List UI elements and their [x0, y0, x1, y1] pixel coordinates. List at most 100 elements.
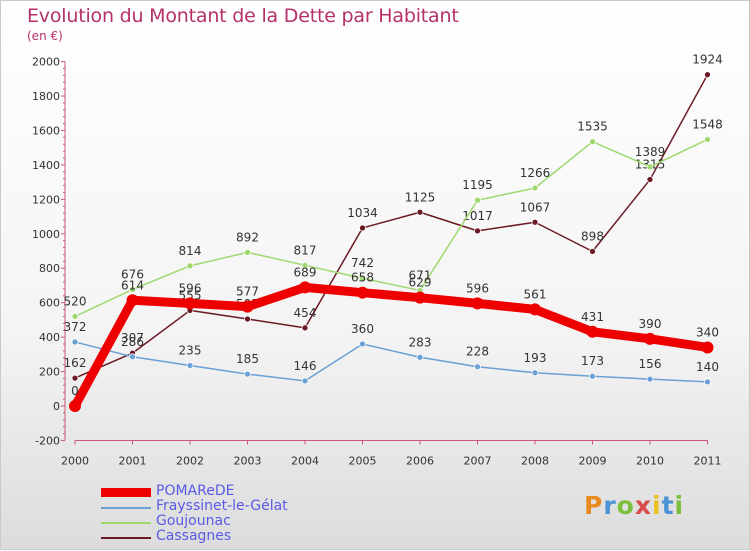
y-tick-label: 1400: [32, 159, 60, 172]
data-label: 1195: [462, 178, 493, 192]
data-point: [531, 184, 539, 192]
data-point: [299, 281, 311, 294]
data-point: [126, 294, 139, 307]
y-tick-label: 400: [39, 331, 60, 344]
data-label: 390: [639, 317, 662, 331]
data-label: 1125: [405, 190, 436, 204]
legend-label: Goujounac: [156, 513, 231, 529]
data-label: 814: [179, 244, 202, 258]
data-label: 235: [179, 344, 202, 358]
logo-letter: o: [616, 491, 635, 520]
data-point: [586, 325, 599, 338]
data-point: [186, 362, 194, 369]
data-point: [71, 374, 79, 382]
data-point: [359, 274, 366, 282]
data-label: 1548: [692, 117, 723, 131]
data-label: 1535: [577, 120, 608, 134]
data-label: 1924: [692, 53, 723, 67]
y-tick-label: 600: [39, 297, 60, 310]
data-label: 1067: [520, 200, 551, 214]
data-label: 340: [696, 325, 719, 339]
data-point: [301, 324, 309, 332]
data-label: 173: [581, 354, 604, 368]
data-point: [186, 262, 194, 270]
data-label: 561: [524, 287, 547, 301]
data-point: [414, 291, 426, 304]
data-label: 614: [121, 278, 144, 292]
x-tick-label: 2008: [521, 454, 549, 467]
data-label: 193: [524, 351, 547, 365]
data-point: [589, 138, 596, 146]
data-label: 658: [351, 271, 374, 285]
x-tick-label: 2011: [694, 454, 722, 467]
data-label: 671: [409, 268, 432, 282]
x-tick-label: 2007: [464, 454, 492, 467]
logo-letter: P: [584, 491, 604, 520]
data-label: 689: [294, 265, 317, 279]
data-label: 1034: [347, 206, 378, 220]
logo-letter: i: [652, 491, 662, 520]
data-label: 1266: [520, 166, 551, 180]
data-point: [531, 369, 539, 377]
data-label: 146: [294, 359, 317, 373]
data-point: [69, 400, 81, 412]
legend-swatch: [101, 522, 151, 524]
data-point: [184, 297, 196, 310]
data-point: [529, 303, 541, 316]
data-point: [71, 313, 79, 320]
data-point: [301, 377, 309, 385]
logo-letter: i: [674, 491, 685, 520]
data-label: 372: [64, 320, 87, 334]
data-point: [71, 338, 79, 346]
data-point: [704, 378, 711, 386]
y-tick-label: 1600: [32, 124, 60, 137]
data-point: [301, 261, 309, 269]
data-point: [589, 248, 596, 255]
x-tick-label: 2004: [291, 454, 319, 467]
data-label: 0: [71, 384, 79, 398]
x-tick-label: 2005: [349, 454, 377, 467]
data-point: [244, 315, 251, 323]
x-tick-label: 2001: [119, 454, 147, 467]
data-label: 577: [236, 285, 259, 299]
legend-swatch: [101, 488, 151, 497]
x-tick-label: 2010: [636, 454, 664, 467]
data-label: 892: [236, 230, 259, 244]
logo-letter: t: [661, 491, 675, 520]
legend-label: Frayssinet-le-Gélat: [156, 498, 288, 514]
data-point: [474, 363, 481, 371]
data-label: 454: [294, 306, 317, 320]
data-label: 596: [466, 281, 489, 295]
data-label: 360: [351, 322, 374, 336]
y-tick-label: -200: [35, 434, 60, 447]
data-label: 286: [121, 335, 144, 349]
data-label: 228: [466, 345, 489, 359]
data-point: [244, 370, 251, 378]
y-tick-label: 1800: [32, 90, 60, 103]
data-point: [531, 218, 539, 226]
x-tick-label: 2006: [406, 454, 434, 467]
data-point: [129, 286, 136, 293]
data-label: 185: [236, 352, 259, 366]
data-label: 676: [121, 268, 144, 282]
data-label: 431: [581, 310, 604, 324]
y-tick-label: 200: [39, 366, 60, 379]
series-line: [74, 73, 709, 379]
data-label: 629: [409, 276, 432, 290]
data-point: [474, 227, 481, 235]
data-point: [646, 176, 654, 183]
x-tick-label: 2009: [579, 454, 607, 467]
x-tick-label: 2002: [176, 454, 204, 467]
data-label: 520: [64, 294, 87, 308]
data-label: 307: [121, 331, 144, 345]
y-tick-label: 800: [39, 262, 60, 275]
data-point: [701, 341, 714, 354]
data-label: 1389: [635, 145, 666, 159]
data-point: [471, 297, 484, 310]
data-label: 283: [409, 335, 432, 349]
data-point: [356, 286, 369, 299]
series-line: [74, 138, 709, 318]
data-point: [474, 196, 481, 204]
